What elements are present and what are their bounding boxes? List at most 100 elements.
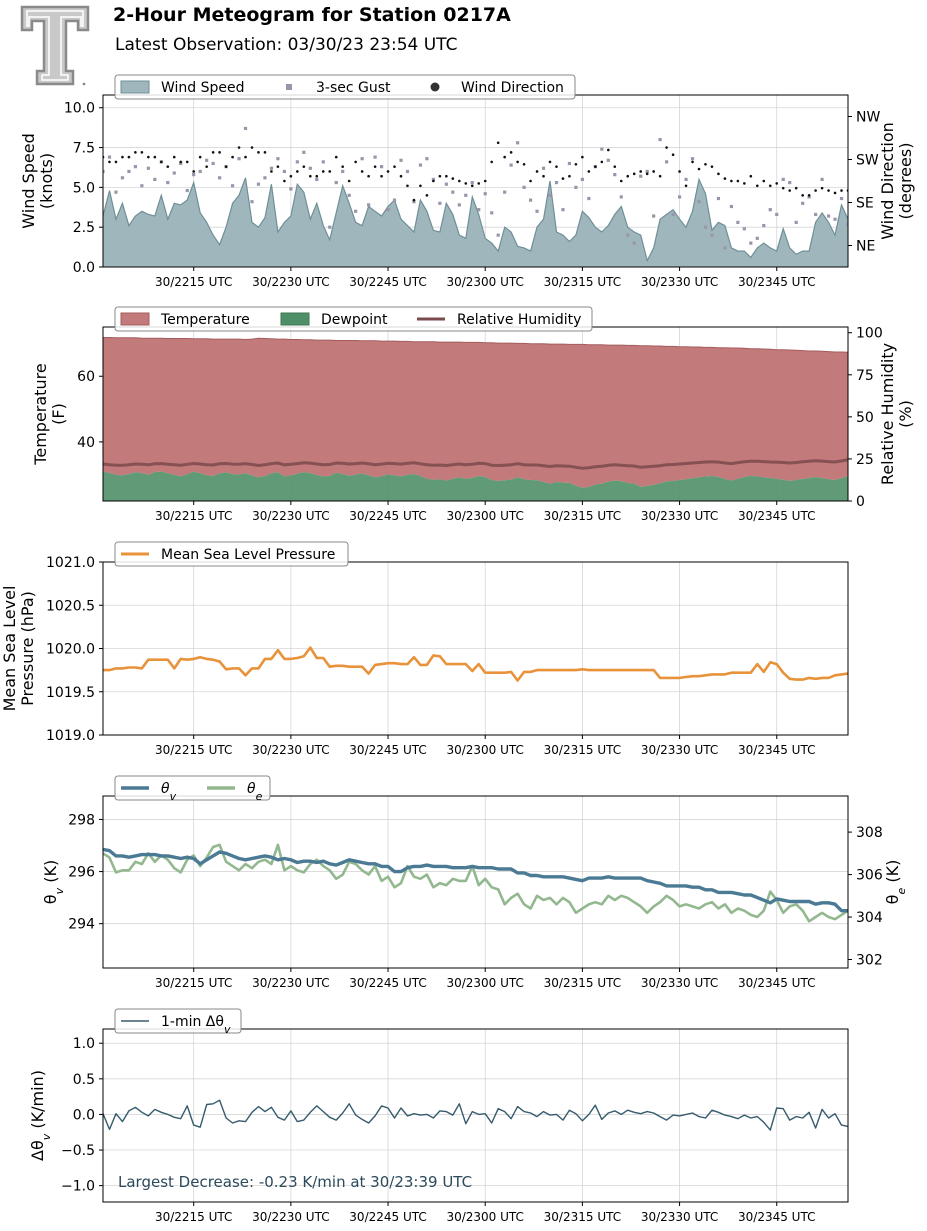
temperature-line [103, 337, 848, 353]
y-tick-label: −1.0 [61, 1179, 95, 1195]
right-y-axis-label: Wind Direction(degrees) [878, 122, 915, 240]
wind-direction-point [445, 174, 448, 178]
wind-direction-point [108, 160, 111, 164]
gust-point [308, 166, 312, 170]
wind-direction-point [529, 179, 532, 183]
gust-point [289, 187, 293, 191]
dewpoint-area [103, 471, 848, 501]
gust-point [723, 246, 727, 250]
wind-direction-point [743, 182, 746, 185]
wind-direction-point [619, 179, 623, 183]
legend: Temperature Dewpoint Relative Humidity [114, 306, 593, 332]
wind-direction-point [179, 160, 183, 164]
gust-point [742, 227, 746, 231]
x-tick-label: 30/2300 UTC [446, 509, 523, 523]
wind-direction-point [412, 198, 416, 202]
wind-direction-point [354, 160, 357, 164]
y-tick-label: 0.0 [73, 1107, 95, 1123]
panel-wind: 30/2215 UTC 30/2230 UTC 30/2245 UTC 30/2300… [19, 74, 915, 289]
gust-point [282, 169, 286, 174]
gust-point [140, 184, 144, 188]
wind-direction-point [496, 141, 500, 145]
x-tick-label: 30/2245 UTC [349, 1210, 426, 1224]
gust-point [477, 208, 481, 212]
y-tick-label: 5.0 [73, 180, 95, 196]
wind-direction-point [270, 170, 273, 173]
right-y-tick-label: 0 [856, 494, 865, 510]
wind-direction-point [380, 174, 383, 178]
gust-point [528, 198, 533, 202]
gust-point [639, 174, 643, 178]
x-tick-label: 30/2215 UTC [155, 275, 232, 289]
gust-point [185, 188, 189, 193]
legend-label: Relative Humidity [457, 312, 581, 328]
wind-direction-point [781, 186, 785, 190]
legend: 1-min Δθv [114, 1008, 242, 1036]
gust-point [379, 165, 384, 169]
gust-point [775, 212, 779, 217]
y-tick-label: 2.5 [73, 220, 95, 236]
legend-handle-gust [286, 84, 292, 90]
gust-point [866, 216, 869, 219]
panel-thermo: 30/2215 UTC 30/2230 UTC 30/2245 UTC 30/2300… [31, 306, 915, 523]
wind-direction-point [334, 155, 338, 159]
gust-point [677, 195, 682, 199]
wind-direction-point [373, 165, 377, 168]
wind-direction-point [730, 179, 733, 183]
y-tick-label: −0.5 [61, 1143, 95, 1159]
legend-handle-temperature [120, 312, 150, 326]
wind-direction-point [309, 174, 312, 178]
wind-direction-point [587, 170, 591, 173]
y-tick-label: 1019.0 [46, 728, 95, 744]
wind-direction-point [328, 170, 332, 173]
gust-point [541, 166, 546, 170]
latest-observation: Latest Observation: 03/30/23 23:54 UTC [115, 35, 458, 55]
y-tick-label: 0.0 [73, 260, 95, 276]
wind-direction-point [581, 155, 584, 159]
x-tick-label: 30/2300 UTC [446, 743, 523, 757]
gust-point [548, 193, 552, 197]
gust-point [814, 212, 818, 217]
legend-label: Wind Speed [161, 80, 245, 96]
wind-direction-point [632, 172, 636, 176]
wind-direction-point [134, 151, 137, 154]
gust-point [729, 204, 733, 209]
gust-point [192, 173, 196, 177]
gust-point [684, 177, 688, 182]
wind-direction-point [594, 165, 597, 168]
right-y-tick-label: 308 [856, 825, 883, 841]
gust-point [457, 203, 461, 207]
gust-point [872, 216, 875, 219]
wind-direction-point [814, 189, 817, 192]
wind-direction-point [645, 172, 649, 176]
gust-point [373, 155, 377, 159]
gust-point [801, 201, 805, 205]
right-y-tick-label: SW [856, 153, 879, 169]
wind-direction-point [704, 162, 707, 166]
wind-direction-point [801, 194, 804, 197]
wind-direction-point [250, 146, 254, 149]
gust-point [600, 147, 604, 151]
gust-point [716, 196, 721, 201]
gust-point [464, 193, 468, 197]
wind-direction-point [367, 174, 370, 178]
wind-direction-point [820, 186, 824, 190]
gust-point [826, 214, 831, 218]
wind-direction-point [516, 160, 519, 164]
legend: Mean Sea Level Pressure [114, 541, 349, 567]
x-tick-label: 30/2215 UTC [155, 743, 232, 757]
right-y-tick-label: 100 [856, 326, 883, 342]
wind-direction-point [166, 165, 170, 168]
right-y-tick-label: NE [856, 239, 875, 255]
wind-direction-point [788, 189, 791, 192]
x-tick-label: 30/2330 UTC [641, 743, 718, 757]
x-tick-label: 30/2215 UTC [155, 976, 232, 990]
y-tick-label: 296 [68, 865, 95, 881]
right-y-tick-label: 302 [856, 953, 883, 969]
x-tick-label: 30/2230 UTC [252, 509, 329, 523]
gust-point [367, 203, 371, 207]
x-tick-label: 30/2230 UTC [252, 743, 329, 757]
largest-decrease-annotation: Largest Decrease: -0.23 K/min at 30/23:3… [118, 1173, 472, 1191]
gust-point [250, 200, 254, 204]
